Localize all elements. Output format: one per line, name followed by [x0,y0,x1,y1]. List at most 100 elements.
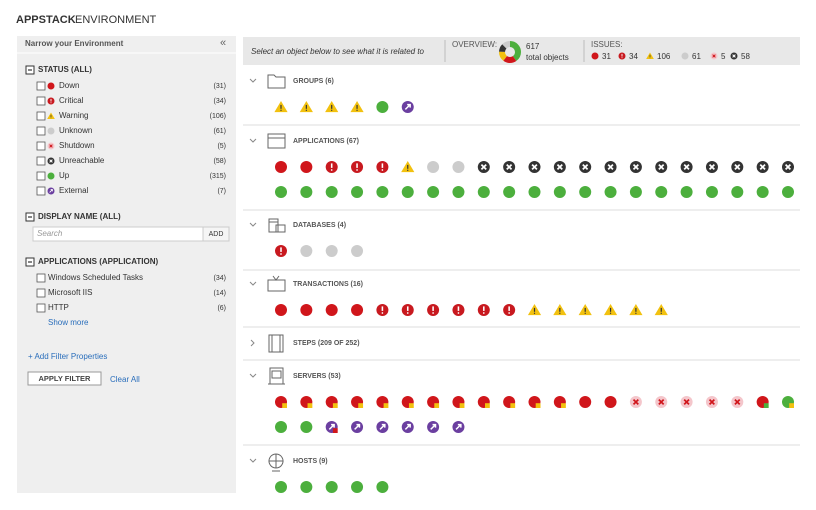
status-filter-row[interactable]: Shutdown (5) [36,141,226,151]
collapse-button[interactable]: « [220,37,226,49]
status-icon[interactable] [376,304,389,316]
status-icon[interactable] [452,186,465,198]
status-icon[interactable] [705,396,718,408]
status-icon[interactable] [477,396,490,408]
issue-count[interactable]: 61 [681,52,702,61]
status-icon[interactable] [604,396,617,408]
status-icon[interactable] [300,481,313,493]
apply-filter-button[interactable] [27,371,102,386]
status-icon[interactable] [275,245,287,257]
status-icon[interactable] [300,396,313,408]
status-icon[interactable] [325,101,339,113]
status-icon[interactable] [275,186,287,198]
status-icon[interactable] [477,161,490,173]
section-toggle[interactable] [25,257,35,267]
status-icon[interactable] [401,421,414,433]
status-icon[interactable] [300,245,313,257]
status-filter-row[interactable]: Warning (106) [36,111,226,121]
checkbox[interactable] [36,186,46,196]
section-caret[interactable] [249,78,257,83]
status-icon[interactable] [275,481,287,493]
status-icon[interactable] [782,161,794,173]
section-toggle[interactable] [25,65,35,75]
status-icon[interactable] [275,161,287,173]
status-icon[interactable] [299,101,313,113]
add-button[interactable] [202,226,230,242]
issue-count[interactable]: 31 [591,52,612,61]
section-caret[interactable] [250,339,255,347]
status-icon[interactable] [351,481,364,493]
add-filter-link[interactable]: + Add Filter Properties [28,352,107,361]
status-icon[interactable] [351,161,364,173]
status-icon[interactable] [705,186,718,198]
status-icon[interactable] [325,161,338,173]
status-icon[interactable] [401,304,414,316]
status-icon[interactable] [325,304,338,316]
status-icon[interactable] [654,304,668,316]
status-icon[interactable] [629,186,642,198]
section-caret[interactable] [249,222,257,227]
status-icon[interactable] [756,396,769,408]
status-icon[interactable] [655,161,668,173]
status-icon[interactable] [477,186,490,198]
section-caret[interactable] [249,458,257,463]
checkbox[interactable] [36,288,46,298]
status-icon[interactable] [401,101,414,113]
status-icon[interactable] [553,396,566,408]
status-icon[interactable] [376,421,389,433]
status-icon[interactable] [477,304,490,316]
show-more-link[interactable]: Show more [48,318,89,327]
status-icon[interactable] [603,304,618,316]
status-icon[interactable] [553,186,566,198]
status-icon[interactable] [503,186,516,198]
clear-all-link[interactable]: Clear All [110,375,140,384]
status-icon[interactable] [274,101,288,113]
status-icon[interactable] [553,161,566,173]
status-icon[interactable] [756,161,769,173]
checkbox[interactable] [36,126,46,136]
status-filter-row[interactable]: Unreachable (58) [36,156,226,166]
status-icon[interactable] [350,101,364,113]
status-icon[interactable] [705,161,718,173]
status-icon[interactable] [731,396,744,408]
status-icon[interactable] [680,186,693,198]
section-toggle[interactable] [25,212,35,222]
status-icon[interactable] [351,186,364,198]
status-icon[interactable] [756,186,769,198]
status-icon[interactable] [503,161,516,173]
status-icon[interactable] [427,421,440,433]
status-icon[interactable] [629,161,642,173]
checkbox[interactable] [36,273,46,283]
status-filter-row[interactable]: External (7) [36,186,226,196]
status-icon[interactable] [527,304,542,316]
application-filter-row[interactable]: Windows Scheduled Tasks (34) [36,273,226,283]
status-icon[interactable] [731,186,744,198]
status-icon[interactable] [528,396,541,408]
status-icon[interactable] [655,186,668,198]
status-icon[interactable] [452,304,465,316]
checkbox[interactable] [36,96,46,106]
checkbox[interactable] [36,156,46,166]
status-icon[interactable] [300,161,313,173]
status-icon[interactable] [376,396,389,408]
checkbox[interactable] [36,303,46,313]
status-icon[interactable] [452,421,465,433]
status-icon[interactable] [376,186,389,198]
status-icon[interactable] [325,245,338,257]
status-icon[interactable] [579,186,592,198]
status-icon[interactable] [629,304,643,316]
issue-count[interactable]: 106 [646,52,671,61]
status-filter-row[interactable]: Up (315) [36,171,226,181]
status-icon[interactable] [325,186,338,198]
status-icon[interactable] [275,396,287,408]
status-icon[interactable] [351,421,364,433]
status-icon[interactable] [427,304,440,316]
status-icon[interactable] [427,161,440,173]
status-icon[interactable] [579,161,592,173]
application-filter-row[interactable]: Microsoft IIS (14) [36,288,226,298]
status-icon[interactable] [528,161,541,173]
status-icon[interactable] [528,186,541,198]
checkbox[interactable] [36,111,46,121]
status-icon[interactable] [401,396,414,408]
status-icon[interactable] [731,161,744,173]
